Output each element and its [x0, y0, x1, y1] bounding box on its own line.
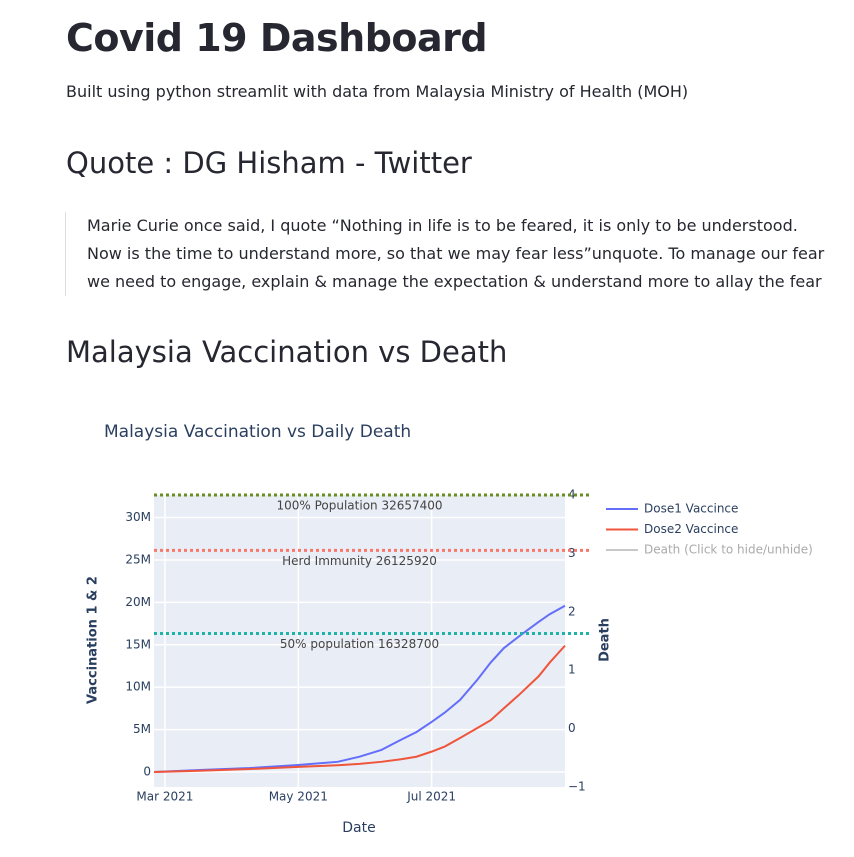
x-tick-label: Mar 2021 [136, 790, 193, 804]
page-title: Covid 19 Dashboard [66, 16, 488, 60]
y2-tick-label: 4 [568, 488, 576, 502]
legend-label[interactable]: Dose2 Vaccince [644, 522, 738, 536]
y-axis-title: Vaccination 1 & 2 [86, 576, 101, 704]
y-tick-label: 5M [133, 722, 151, 736]
series-line [153, 644, 566, 773]
y2-axis-title: Death [598, 618, 613, 662]
series-line [153, 604, 566, 773]
y-tick-label: 30M [125, 510, 151, 524]
plot-background [154, 495, 565, 787]
subtitle: Built using python streamlit with data f… [66, 82, 689, 101]
quote-heading: Quote : DG Hisham - Twitter [66, 146, 472, 180]
x-tick-label: May 2021 [269, 790, 328, 804]
chart: Malaysia Vaccination vs Daily Death Date… [86, 422, 813, 836]
y2-tick-label: 1 [568, 663, 576, 677]
y-tick-label: 10M [125, 680, 151, 694]
reference-label: Herd Immunity 26125920 [282, 554, 437, 568]
y2-tick-label: 0 [568, 721, 576, 735]
legend-label[interactable]: Dose1 Vaccince [644, 502, 738, 516]
y2-tick-label: 3 [568, 546, 576, 560]
section-heading: Malaysia Vaccination vs Death [66, 335, 508, 369]
reference-label: 100% Population 32657400 [276, 499, 442, 513]
y-tick-label: 20M [125, 595, 151, 609]
quote-text: Marie Curie once said, I quote “Nothing … [65, 212, 837, 296]
x-tick-label: Jul 2021 [406, 790, 456, 804]
x-axis-title: Date [342, 820, 375, 836]
legend-label[interactable]: Death (Click to hide/unhide) [644, 543, 813, 557]
y2-tick-label: −1 [568, 780, 586, 794]
y-tick-label: 15M [125, 637, 151, 651]
y-tick-label: 25M [125, 552, 151, 566]
y2-tick-label: 2 [568, 604, 576, 618]
y-tick-label: 0 [143, 764, 151, 778]
reference-label: 50% population 16328700 [280, 637, 439, 651]
chart-title: Malaysia Vaccination vs Daily Death [104, 422, 411, 442]
